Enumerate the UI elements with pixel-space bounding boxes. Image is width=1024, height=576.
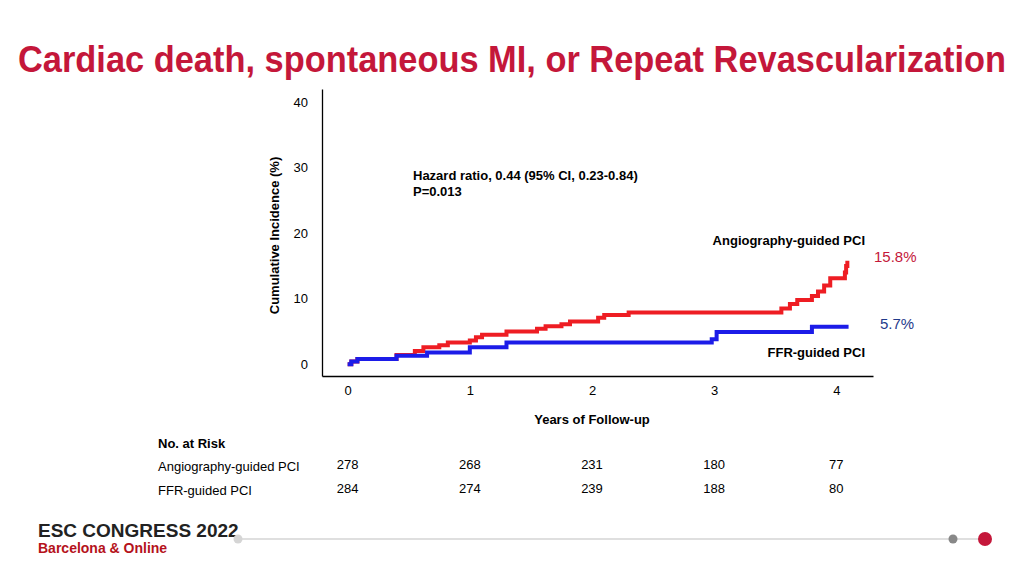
y-axis-title: Cumulative Incidence (%) — [267, 157, 282, 314]
x-tick: 1 — [467, 376, 474, 398]
y-tick: 40 — [294, 95, 322, 110]
risk-value: 268 — [459, 457, 481, 472]
x-axis: 0 1 2 3 4 — [323, 376, 874, 398]
x-tick: 0 — [345, 376, 352, 398]
risk-value: 231 — [581, 457, 603, 472]
y-tick-label: 20 — [294, 226, 308, 241]
x-axis-title: Years of Follow-up — [534, 412, 650, 427]
risk-value: 284 — [337, 481, 359, 496]
y-tick-label: 0 — [301, 357, 308, 372]
risk-value: 239 — [581, 481, 603, 496]
risk-value: 274 — [459, 481, 481, 496]
progress-bar — [234, 532, 993, 546]
risk-value: 188 — [703, 481, 725, 496]
annotation: Hazard ratio, 0.44 (95% CI, 0.23-0.84) — [413, 168, 638, 183]
y-tick-label: 10 — [294, 291, 308, 306]
annotation: P=0.013 — [413, 184, 462, 199]
risk-table-title: No. at Risk — [158, 436, 226, 451]
y-tick: 0 — [301, 357, 322, 372]
slide: Cardiac death, spontaneous MI, or Repeat… — [0, 0, 1024, 576]
x-tick: 4 — [833, 376, 840, 398]
risk-value: 80 — [829, 481, 843, 496]
risk-value: 180 — [703, 457, 725, 472]
risk-value: 77 — [829, 457, 843, 472]
end-label: 15.8% — [874, 248, 917, 265]
risk-row-name: FFR-guided PCI — [158, 483, 252, 498]
progress-current — [978, 532, 992, 546]
x-tick-label: 3 — [711, 383, 718, 398]
footer-event: ESC CONGRESS 2022 — [38, 520, 239, 541]
x-axis-line — [323, 376, 874, 377]
title: Cardiac death, spontaneous MI, or Repeat… — [18, 39, 1006, 80]
progress-dot — [949, 535, 958, 544]
y-tick: 30 — [294, 160, 322, 175]
x-tick-label: 2 — [589, 383, 596, 398]
y-tick: 20 — [294, 226, 322, 241]
risk-value: 278 — [337, 457, 359, 472]
y-tick: 10 — [294, 291, 322, 306]
x-tick: 3 — [711, 376, 718, 398]
end-label: 5.7% — [880, 315, 914, 332]
progress-line — [238, 538, 985, 540]
y-axis-line — [322, 90, 323, 377]
footer-location: Barcelona & Online — [38, 540, 167, 556]
risk-row-name: Angiography-guided PCI — [158, 459, 300, 474]
x-tick-label: 4 — [833, 383, 840, 398]
series-label: Angiography-guided PCI — [713, 233, 865, 248]
x-tick-label: 1 — [467, 383, 474, 398]
y-axis: 0 10 20 30 40 — [294, 90, 323, 377]
y-tick-label: 40 — [294, 95, 308, 110]
y-tick-label: 30 — [294, 160, 308, 175]
progress-start — [234, 535, 243, 544]
x-tick: 2 — [589, 376, 596, 398]
x-tick-label: 0 — [345, 383, 352, 398]
series-label: FFR-guided PCI — [768, 345, 866, 360]
